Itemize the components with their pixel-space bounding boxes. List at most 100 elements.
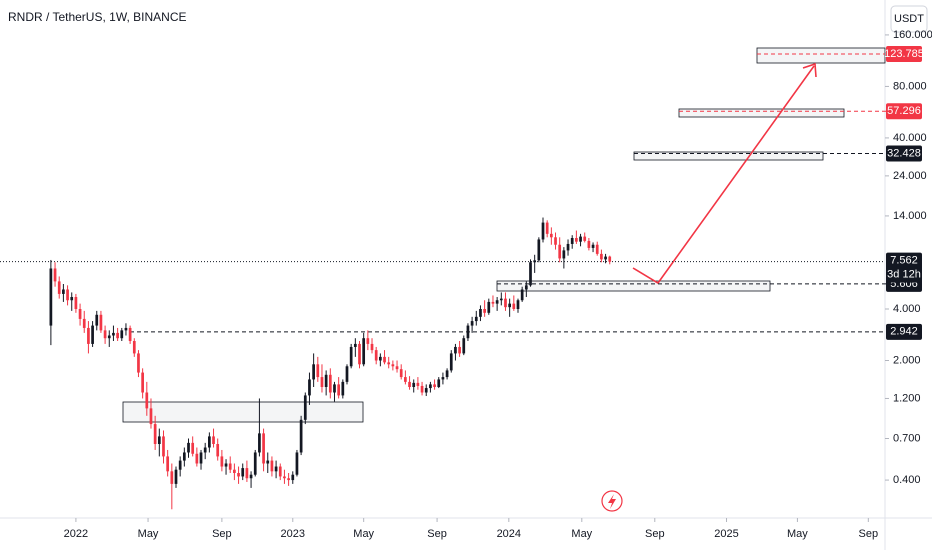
y-tick-label: 4.000 [893, 303, 921, 315]
candle-body [137, 353, 140, 373]
candle-body [499, 298, 503, 301]
candle-body [524, 285, 528, 290]
countdown-label: 3d 12h [887, 269, 921, 281]
projection-arrow [632, 62, 817, 285]
candle-body [604, 256, 607, 260]
candle-body [241, 468, 245, 477]
candle-body [328, 374, 332, 393]
zone-box [756, 47, 886, 64]
candle-body [508, 303, 512, 308]
candle-body [99, 314, 103, 331]
candle-body [424, 388, 428, 393]
candle-body [370, 343, 374, 351]
y-tick-label: 80.000 [893, 80, 927, 92]
candle-body [541, 222, 545, 240]
candle-body [287, 478, 290, 481]
candle-body [103, 330, 107, 339]
candle-body [245, 468, 249, 479]
candle-body [587, 240, 591, 248]
candle-body [491, 301, 495, 304]
candle-body [537, 239, 541, 261]
candle-body [258, 433, 261, 453]
level-label: 57.296 [887, 105, 921, 117]
candle-body [62, 289, 65, 294]
candle-body [483, 309, 486, 313]
candle-body [349, 346, 353, 367]
x-tick-label: May [787, 528, 808, 540]
y-tick-label: 160.000 [893, 29, 932, 41]
candle-body [187, 442, 190, 453]
candle-body [170, 471, 174, 484]
candles [49, 217, 612, 510]
level-label-bg [886, 103, 922, 120]
candle-body [316, 364, 320, 378]
candle-body [162, 436, 165, 457]
candle-body [533, 260, 537, 263]
candle-body [95, 314, 99, 326]
arrow-path [632, 65, 815, 285]
candle-body [408, 381, 411, 388]
candle-body [391, 364, 395, 367]
candle-body [233, 469, 236, 473]
candle-body [157, 436, 161, 445]
candle-body [458, 346, 461, 354]
y-tick-label: 40.000 [893, 132, 927, 144]
candle-body [237, 472, 240, 477]
candle-body [487, 301, 491, 313]
candle-body [353, 343, 357, 347]
candle-body [124, 327, 128, 331]
candle-body [441, 377, 445, 380]
candle-body [78, 309, 82, 319]
candle-body [345, 366, 349, 382]
x-tick-label: Sep [212, 528, 232, 540]
alert-icon[interactable] [601, 490, 623, 512]
candle-body [583, 236, 587, 241]
level-label-bg [886, 323, 922, 340]
y-tick-label: 1.200 [893, 392, 921, 404]
candle-body [358, 343, 361, 365]
candle-body [182, 452, 186, 461]
alert-bolt[interactable] [608, 494, 616, 509]
zone-box [678, 108, 845, 118]
candle-body [312, 364, 315, 380]
candle-body [562, 250, 566, 259]
candle-body [166, 456, 170, 472]
candle-body [387, 362, 391, 365]
candle-body [324, 374, 328, 388]
candle-body [337, 384, 341, 396]
zone-box [496, 280, 771, 292]
candle-body [266, 460, 270, 464]
candle-body [462, 338, 466, 354]
candle-body [191, 442, 195, 454]
candle-body [308, 379, 311, 396]
candle-body [320, 377, 324, 388]
candle-body [195, 453, 199, 464]
last-price-bg [886, 252, 922, 283]
level-label: 32.428 [887, 147, 921, 159]
candle-body [495, 300, 499, 304]
candle-body [374, 350, 378, 361]
x-tick-label: 2022 [64, 528, 88, 540]
candle-body [145, 392, 149, 409]
candle-body [141, 372, 144, 393]
candle-body [608, 256, 612, 262]
candle-body [208, 436, 211, 448]
candle-body [153, 424, 157, 445]
candle-body [449, 353, 453, 371]
candle-body [404, 377, 407, 382]
candle-body [199, 452, 203, 464]
candle-body [87, 327, 90, 344]
candle-body [249, 474, 253, 479]
last-price-label: 7.562 [890, 255, 918, 267]
candle-body [445, 370, 449, 378]
candle-body [112, 332, 115, 336]
candle-body [178, 460, 182, 470]
candle-body [429, 384, 432, 389]
candle-body [49, 268, 53, 326]
candle-body [512, 303, 516, 309]
y-tick-label: 14.000 [893, 210, 927, 222]
currency-button[interactable] [890, 5, 928, 33]
currency-label[interactable]: USDT [894, 13, 924, 25]
